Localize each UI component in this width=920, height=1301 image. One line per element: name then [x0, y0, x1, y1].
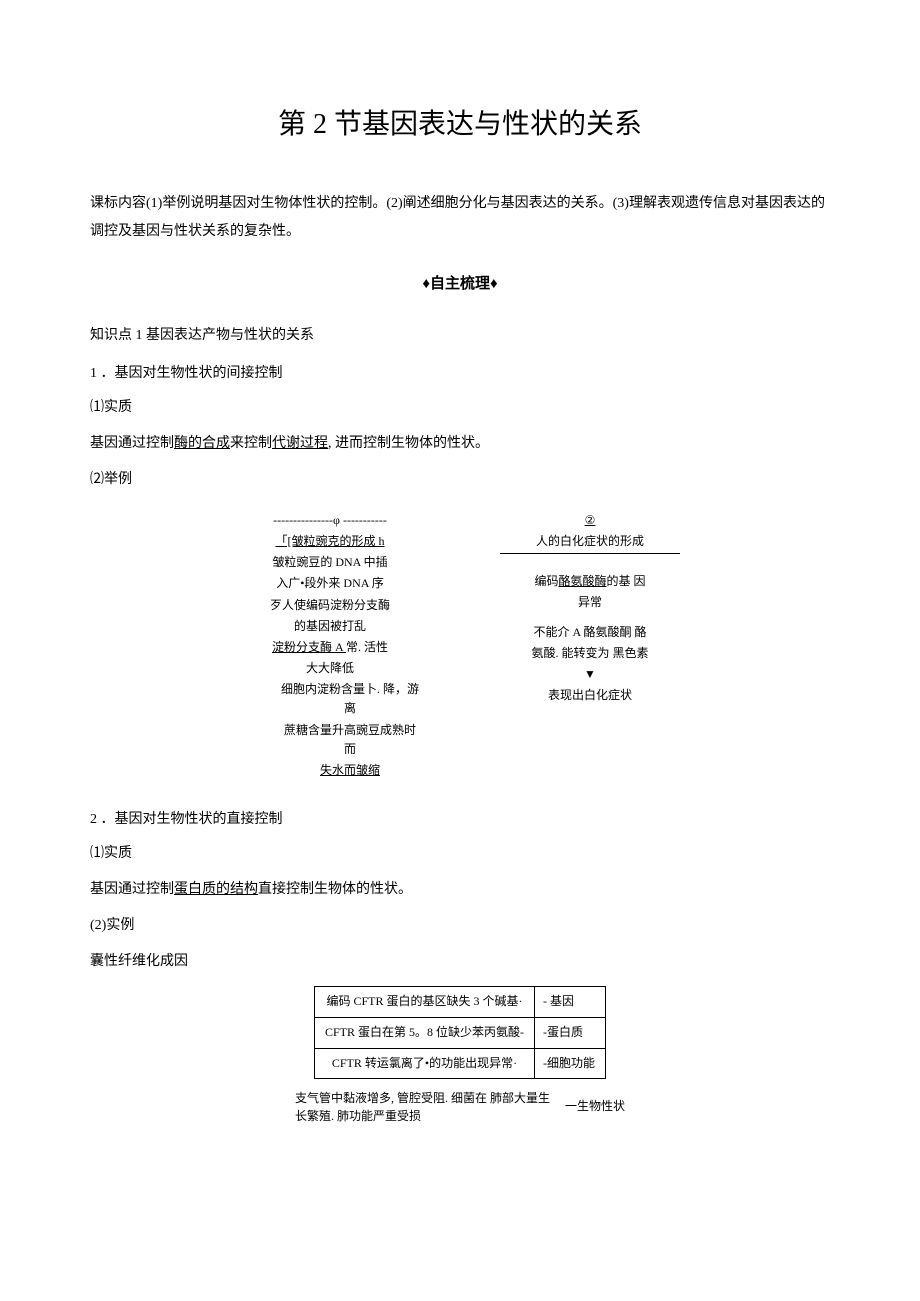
flow-text: 皱粒豌豆的 DNA 中插: [240, 553, 420, 572]
underline-metabolism: 代谢过程: [272, 436, 328, 451]
underline-tyrosinase: 酪氨酸酶: [558, 574, 606, 588]
item-2-1: ⑴实质: [90, 840, 830, 868]
flow-text: 不能介 A 酪氨酸酮 酪: [500, 623, 680, 642]
flow-text: 异常: [500, 593, 680, 612]
arrow-down-icon: ▼: [500, 665, 680, 684]
knowledge-point-1: 知识点 1 基因表达产物与性状的关系: [90, 323, 830, 348]
bottom-left-text: 支气管中黏液增多, 管腔受阻. 细菌在 肺部大量生长繁殖. 肺功能严重受损: [295, 1089, 555, 1125]
flow-right-header: 人的白化症状的形成: [500, 532, 680, 554]
desc-text: 来控制: [230, 436, 272, 451]
underline-starch: 淀粉分支酶 A: [272, 640, 346, 654]
flow-text: [500, 556, 680, 570]
flow-text: 失水而皱缩: [280, 761, 420, 780]
desc-1-1: 基因通过控制酶的合成来控制代谢过程, 进而控制生物体的性状。: [90, 430, 830, 458]
flow-text: 编码: [534, 574, 558, 588]
table-cell: CFTR 转运氯离了•的功能出现异常·: [314, 1048, 534, 1079]
table-cell: 编码 CFTR 蛋白的基区缺失 3 个碱基·: [314, 987, 534, 1018]
flow-text: 编码酪氨酸酶的基 因: [500, 572, 680, 591]
item-2-2: (2)实例: [90, 912, 830, 940]
flow-text: 氨酸. 能转变为 黑色素: [500, 644, 680, 663]
flow-text: 淀粉分支酶 A 常. 活性: [240, 638, 420, 657]
table-cell: -蛋白质: [535, 1017, 606, 1048]
flowchart-right: ② 人的白化症状的形成 编码酪氨酸酶的基 因 异常 不能介 A 酪氨酸酮 酪 氨…: [500, 509, 680, 782]
section-2-heading: 2 ．基因对生物性状的直接控制: [90, 807, 830, 832]
table-cell: - 基因: [535, 987, 606, 1018]
flow-text: 细胞内淀粉含量卜. 降，游离: [280, 680, 420, 718]
flow-text: 表现出白化症状: [500, 686, 680, 705]
desc-text: , 进而控制生物体的性状。: [328, 436, 489, 451]
flow-text: 的基 因: [607, 574, 646, 588]
section-subtitle: ♦自主梳理♦: [90, 271, 830, 298]
table-cell: -细胞功能: [535, 1048, 606, 1079]
flow-left-header: 「[皱粒豌克的形成 h: [240, 532, 420, 551]
desc-2-1: 基因通过控制蛋白质的结构直接控制生物体的性状。: [90, 876, 830, 904]
flow-text: 大大降低: [240, 659, 420, 678]
item-1-1: ⑴实质: [90, 394, 830, 422]
desc-text: 直接控制生物体的性状。: [258, 882, 412, 897]
intro-paragraph: 课标内容(1)举例说明基因对生物体性状的控制。(2)阐述细胞分化与基因表达的关系…: [90, 190, 830, 246]
desc-text: 基因通过控制: [90, 882, 174, 897]
flow-dash-header: ---------------φ -----------: [240, 511, 420, 530]
bottom-right-text: 一生物性状: [565, 1096, 625, 1118]
flowchart-examples: ---------------φ ----------- 「[皱粒豌克的形成 h…: [90, 509, 830, 782]
table-row: CFTR 蛋白在第 5。8 位缺少苯丙氨酸- -蛋白质: [314, 1017, 605, 1048]
flow-text: 蔗糖含量升高豌豆成熟时而: [280, 721, 420, 759]
table-cell: CFTR 蛋白在第 5。8 位缺少苯丙氨酸-: [314, 1017, 534, 1048]
item-1-2: ⑵举例: [90, 466, 830, 494]
underline-enzyme: 酶的合成: [174, 436, 230, 451]
flow-text: 常. 活性: [346, 640, 388, 654]
cftr-table: 编码 CFTR 蛋白的基区缺失 3 个碱基· - 基因 CFTR 蛋白在第 5。…: [314, 986, 606, 1079]
page-title: 第 2 节基因表达与性状的关系: [90, 100, 830, 150]
cftr-flowchart: 编码 CFTR 蛋白的基区缺失 3 个碱基· - 基因 CFTR 蛋白在第 5。…: [90, 986, 830, 1125]
bottom-row: 支气管中黏液增多, 管腔受阻. 细菌在 肺部大量生长繁殖. 肺功能严重受损 一生…: [295, 1089, 625, 1125]
flow-text: 歹人使编码淀粉分支酶: [240, 596, 420, 615]
table-row: 编码 CFTR 蛋白的基区缺失 3 个碱基· - 基因: [314, 987, 605, 1018]
table-row: CFTR 转运氯离了•的功能出现异常· -细胞功能: [314, 1048, 605, 1079]
desc-text: 基因通过控制: [90, 436, 174, 451]
flow-text: 入广•段外来 DNA 序: [240, 574, 420, 593]
section-1-heading: 1 ．基因对生物性状的间接控制: [90, 361, 830, 386]
desc-2-2: 囊性纤维化成因: [90, 948, 830, 976]
underline-protein: 蛋白质的结构: [174, 882, 258, 897]
flow-number: ②: [500, 511, 680, 530]
flowchart-left: ---------------φ ----------- 「[皱粒豌克的形成 h…: [240, 509, 420, 782]
flow-text: 的基因被打乱: [240, 617, 420, 636]
